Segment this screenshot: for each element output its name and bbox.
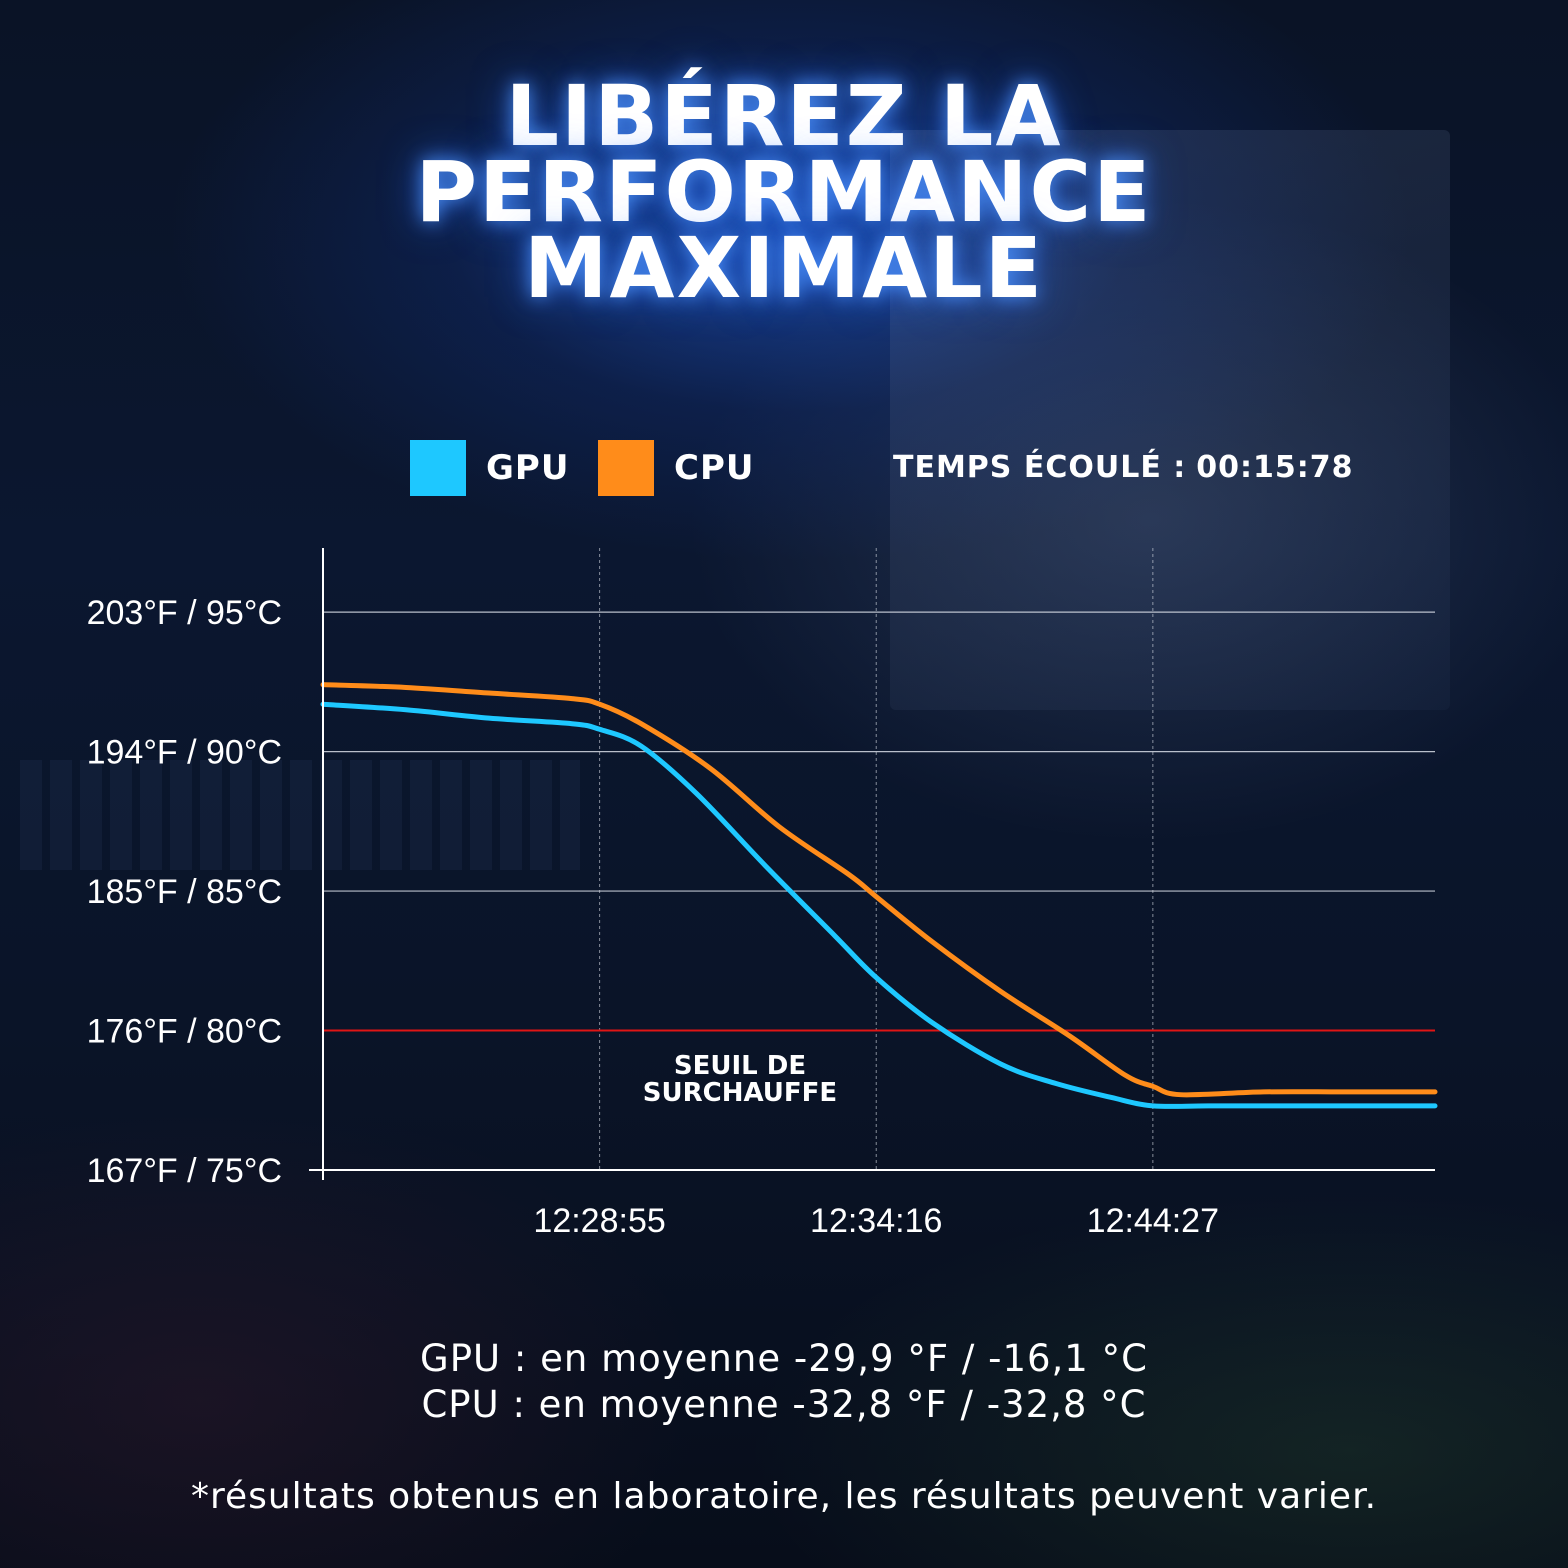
axis-layer — [309, 548, 1435, 1180]
label-layer: 203°F / 95°C 194°F / 90°C 185°F / 85°C 176°… — [87, 594, 1219, 1240]
grid-layer — [323, 548, 1435, 1170]
cpu-series-line — [320, 682, 1438, 1098]
headline-line-1: LIBÉREZ LA — [505, 67, 1063, 165]
x-tick-label: 12:44:27 — [1087, 1202, 1219, 1240]
x-tick-label: 12:28:55 — [533, 1202, 665, 1240]
legend-cpu: CPU — [598, 440, 754, 496]
elapsed-value: 00:15:78 — [1196, 450, 1354, 485]
disclaimer: *résultats obtenus en laboratoire, les r… — [190, 1476, 1378, 1517]
y-tick-label: 203°F / 95°C — [87, 594, 282, 632]
x-tick-label: 12:34:16 — [810, 1202, 942, 1240]
y-tick-label: 176°F / 80°C — [87, 1013, 282, 1051]
headline: LIBÉREZ LA PERFORMANCE MAXIMALE — [0, 67, 1568, 317]
cpu-average: CPU : en moyenne -32,8 °F / -32,8 °C — [421, 1383, 1147, 1426]
headline-line-2: PERFORMANCE — [415, 143, 1153, 241]
gpu-series-line — [320, 701, 1438, 1109]
headline-line-3: MAXIMALE — [523, 219, 1045, 317]
y-tick-label: 167°F / 75°C — [87, 1152, 282, 1190]
background-monitor — [890, 130, 1450, 710]
elapsed-time: TEMPS ÉCOULÉ : 00:15:78 — [893, 450, 1354, 485]
elapsed-label: TEMPS ÉCOULÉ : — [893, 450, 1187, 485]
series-layer — [320, 682, 1438, 1109]
y-tick-label: 185°F / 85°C — [87, 873, 282, 911]
stats-block: GPU : en moyenne -29,9 °F / -16,1 °C CPU… — [0, 1336, 1568, 1428]
cpu-swatch — [598, 440, 654, 496]
y-tick-label: 194°F / 90°C — [87, 734, 282, 772]
background-keyboard — [20, 760, 580, 870]
threshold-label-line-2: SURCHAUFFE — [643, 1078, 837, 1108]
gpu-swatch — [410, 440, 466, 496]
temperature-chart: 203°F / 95°C 194°F / 90°C 185°F / 85°C 176°… — [87, 548, 1438, 1240]
gpu-average: GPU : en moyenne -29,9 °F / -16,1 °C — [420, 1337, 1148, 1380]
cpu-legend-label: CPU — [674, 448, 755, 488]
threshold-label-line-1: SEUIL DE — [674, 1051, 806, 1081]
legend-gpu: GPU — [410, 440, 569, 496]
gpu-legend-label: GPU — [486, 448, 570, 488]
